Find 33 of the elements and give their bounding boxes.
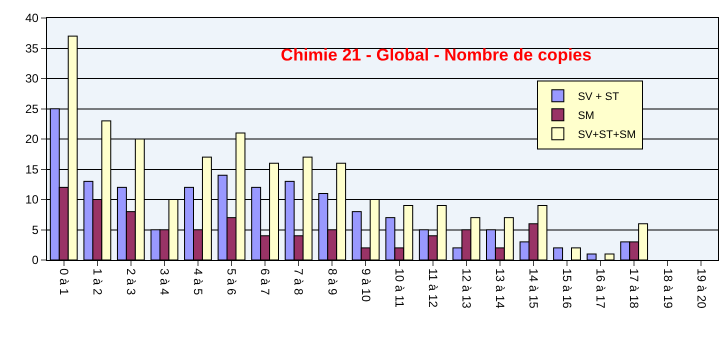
x-tick-label: 10 à 11 bbox=[392, 268, 406, 308]
x-tick-label: 1 à 2 bbox=[90, 268, 104, 296]
x-tick-label: 9 à 10 bbox=[358, 268, 373, 302]
x-tick-label: 18 à 19 bbox=[660, 268, 675, 309]
legend-label: SV + ST bbox=[578, 91, 620, 104]
legend-label: SM bbox=[578, 110, 594, 122]
y-tick-label: 5 bbox=[32, 222, 39, 237]
x-tick-label: 14 à 15 bbox=[526, 268, 541, 309]
y-tick-label: 20 bbox=[25, 132, 39, 146]
x-tick-label: 16 à 17 bbox=[594, 268, 608, 309]
x-tick-label: 7 à 8 bbox=[292, 268, 306, 296]
y-tick-label: 15 bbox=[25, 162, 39, 176]
y-tick-label: 25 bbox=[25, 102, 39, 116]
x-tick-label: 5 à 6 bbox=[224, 268, 239, 296]
y-tick-label: 0 bbox=[32, 253, 39, 268]
x-tick-label: 17 à 18 bbox=[627, 268, 642, 309]
x-tick-label: 11 à 12 bbox=[426, 268, 440, 308]
legend-label: SV+ST+SM bbox=[578, 129, 636, 142]
y-tick-label: 35 bbox=[25, 41, 39, 56]
text: Chimie 21 - Global - Nombre de copies bbox=[280, 46, 592, 65]
y-tick-label: 40 bbox=[25, 11, 39, 26]
x-tick-label: 6 à 7 bbox=[258, 268, 272, 296]
x-tick-label: 15 à 16 bbox=[560, 268, 574, 309]
y-tick-label: 30 bbox=[25, 72, 39, 86]
x-tick-label: 3 à 4 bbox=[158, 268, 172, 296]
x-tick-label: 4 à 5 bbox=[191, 268, 206, 296]
x-tick-label: 2 à 3 bbox=[124, 268, 138, 296]
x-tick-label: 8 à 9 bbox=[325, 268, 340, 296]
x-tick-label: 19 à 20 bbox=[694, 268, 708, 309]
x-tick-label: 0 à 1 bbox=[56, 268, 71, 296]
x-tick-label: 13 à 14 bbox=[493, 268, 508, 309]
y-tick-label: 10 bbox=[25, 192, 39, 207]
x-tick-label: 12 à 13 bbox=[459, 268, 474, 309]
